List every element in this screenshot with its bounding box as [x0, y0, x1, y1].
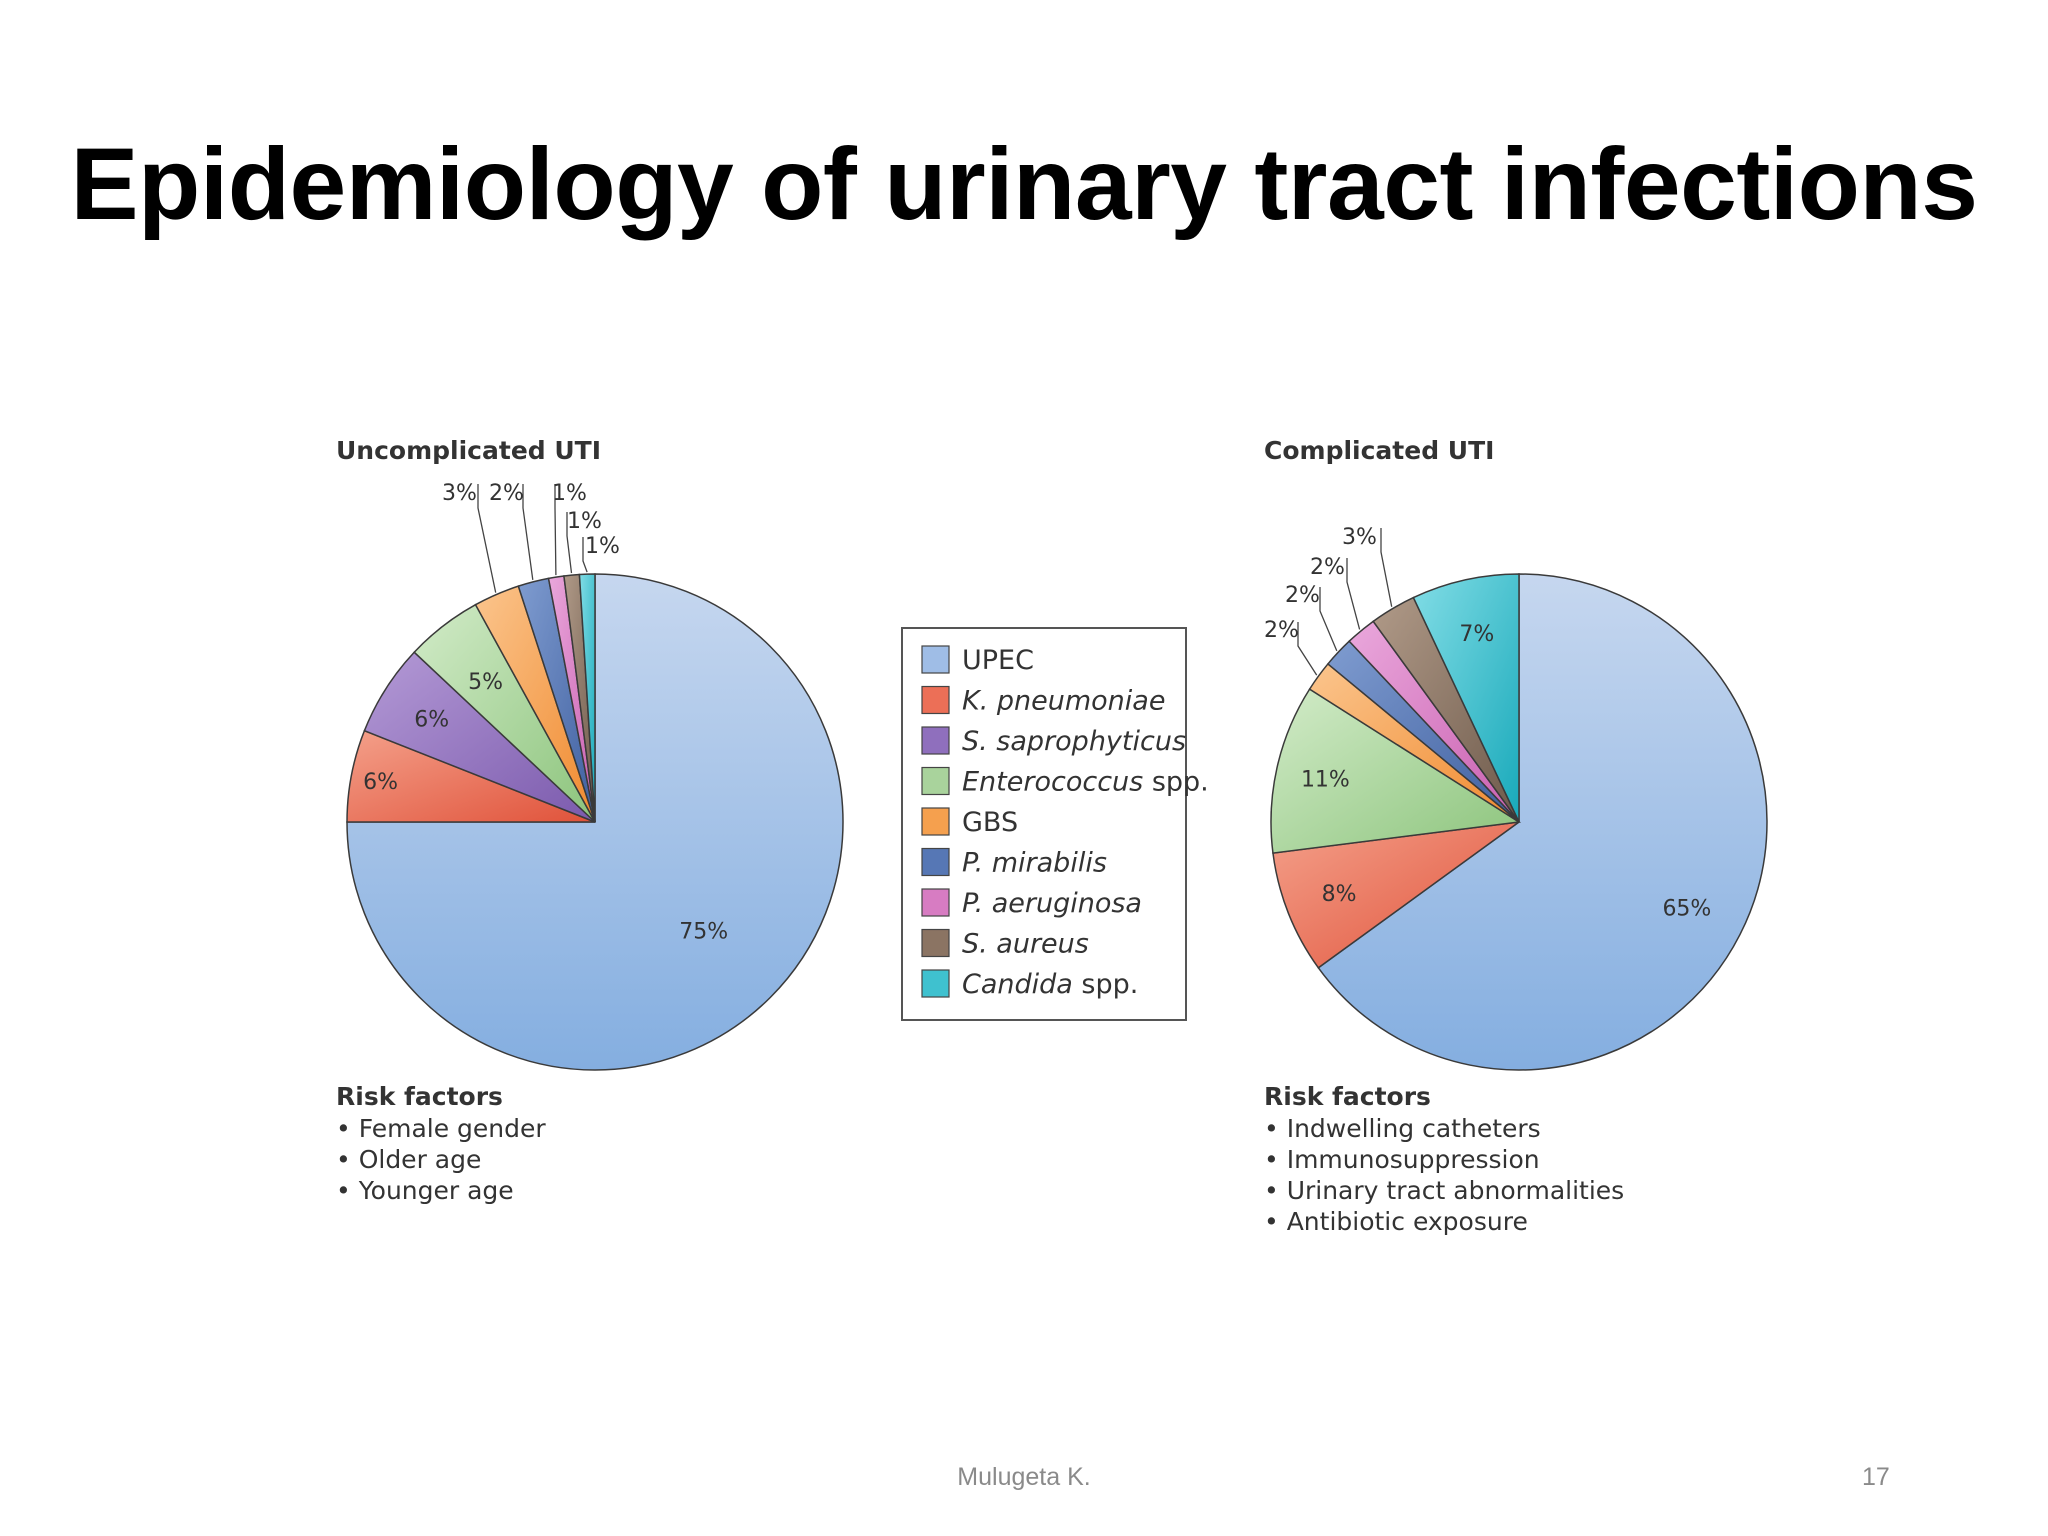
pie-label-complicated-enterococcus-spp: 11%: [1301, 768, 1350, 793]
risk-factors-complicated: Risk factors • Indwelling catheters• Imm…: [1264, 1082, 1624, 1236]
legend-swatch-gbs: [921, 807, 950, 836]
pie-label-uncomplicated-s-aureus: 1%: [567, 509, 602, 534]
pie-labels-complicated: 65% 8% 11% 2% 2% 2% 3% 7%: [1264, 525, 1711, 922]
pie-label-complicated-upec: 65%: [1662, 897, 1711, 922]
legend-label-enterococcus-spp: Enterococcus spp.: [962, 767, 1209, 798]
leader-line-uncomplicated-p-aeruginosa: [554, 484, 557, 576]
leader-line-complicated-s-aureus: [1380, 528, 1393, 607]
leader-line-complicated-p-aeruginosa: [1346, 558, 1361, 630]
legend-label-gbs: GBS: [962, 807, 1018, 838]
leader-line-uncomplicated-candida-spp: [582, 537, 588, 573]
pie-slice-uncomplicated-candida-spp: [578, 573, 596, 823]
legend-label-p-aeruginosa: P. aeruginosa: [962, 888, 1142, 919]
pie-label-complicated-p-mirabilis: 2%: [1285, 583, 1320, 608]
legend-label-upec: UPEC: [962, 645, 1034, 676]
legend-swatch-s-aureus: [921, 928, 950, 958]
risk-factors-title: Risk factors: [1264, 1082, 1431, 1111]
pie-label-uncomplicated-s-saprophyticus: 6%: [414, 707, 449, 732]
pie-slice-complicated-candida-spp: [1412, 573, 1520, 823]
pie-slice-complicated-upec: [1317, 573, 1768, 1071]
risk-factor-item: • Immunosuppression: [1264, 1145, 1540, 1174]
risk-factor-item: • Older age: [336, 1145, 481, 1174]
legend-swatch-upec: [921, 645, 950, 674]
risk-factor-item: • Indwelling catheters: [1264, 1114, 1541, 1143]
legend-swatch-p-mirabilis: [921, 847, 950, 877]
legend-swatch-candida-spp: [921, 969, 950, 998]
leader-line-uncomplicated-gbs: [477, 484, 497, 593]
risk-factor-item: • Younger age: [336, 1176, 514, 1205]
pie-label-uncomplicated-upec: 75%: [679, 920, 728, 945]
pie-label-uncomplicated-p-mirabilis: 2%: [489, 481, 524, 506]
legend: UPEC K. pneumoniae S. saprophyticus Enteroc…: [901, 627, 1209, 1021]
chart-title-complicated: Complicated UTI: [1264, 436, 1494, 465]
risk-factors-uncomplicated: Risk factors • Female gender• Older age•…: [336, 1082, 546, 1205]
pie-uncomplicated: [346, 573, 844, 1071]
legend-label-candida-spp: Candida spp.: [962, 969, 1138, 1000]
pie-label-uncomplicated-gbs: 3%: [442, 481, 477, 506]
legend-label-s-aureus: S. aureus: [962, 929, 1089, 960]
risk-factor-item: • Urinary tract abnormalities: [1264, 1176, 1624, 1205]
legend-label-p-mirabilis: P. mirabilis: [962, 848, 1107, 879]
leader-line-uncomplicated-p-mirabilis: [522, 484, 534, 580]
pie-label-uncomplicated-p-aeruginosa: 1%: [552, 481, 587, 506]
leader-line-uncomplicated-s-aureus: [566, 512, 573, 574]
leader-line-complicated-p-mirabilis: [1319, 587, 1338, 652]
chart-title-uncomplicated: Uncomplicated UTI: [336, 436, 601, 465]
pie-complicated: [1270, 573, 1768, 1071]
risk-factor-item: • Female gender: [336, 1114, 546, 1143]
legend-swatch-s-saprophyticus: [921, 726, 950, 755]
legend-swatch-p-aeruginosa: [921, 888, 950, 917]
legend-swatch-k-pneumoniae: [921, 685, 950, 715]
pie-labels-uncomplicated: 75%6%6%5%3% 2% 1%1%1%: [363, 481, 728, 945]
footer-author: Mulugeta K.: [957, 1463, 1091, 1491]
pie-label-uncomplicated-k-pneumoniae: 6%: [363, 770, 398, 795]
pie-label-complicated-k-pneumoniae: 8%: [1322, 882, 1357, 907]
legend-swatch-enterococcus-spp: [921, 766, 950, 796]
pie-label-complicated-gbs: 2%: [1264, 618, 1299, 643]
pie-slice-complicated-enterococcus-spp: [1270, 688, 1522, 854]
risk-factors-title: Risk factors: [336, 1082, 503, 1111]
risk-factor-item: • Antibiotic exposure: [1264, 1207, 1528, 1236]
pie-label-complicated-p-aeruginosa: 2%: [1310, 555, 1345, 580]
legend-label-s-saprophyticus: S. saprophyticus: [962, 726, 1186, 757]
pie-label-uncomplicated-enterococcus-spp: 5%: [468, 670, 503, 695]
pie-label-complicated-candida-spp: 7%: [1459, 622, 1494, 647]
slide-title: Epidemiology of urinary tract infections: [70, 127, 1978, 241]
legend-label-k-pneumoniae: K. pneumoniae: [962, 686, 1165, 717]
page-number: 17: [1862, 1463, 1890, 1491]
leader-line-complicated-gbs: [1297, 622, 1318, 676]
pie-label-uncomplicated-candida-spp: 1%: [585, 534, 620, 559]
pie-slice-complicated-k-pneumoniae: [1272, 821, 1520, 969]
pie-label-complicated-s-aureus: 3%: [1342, 525, 1377, 550]
